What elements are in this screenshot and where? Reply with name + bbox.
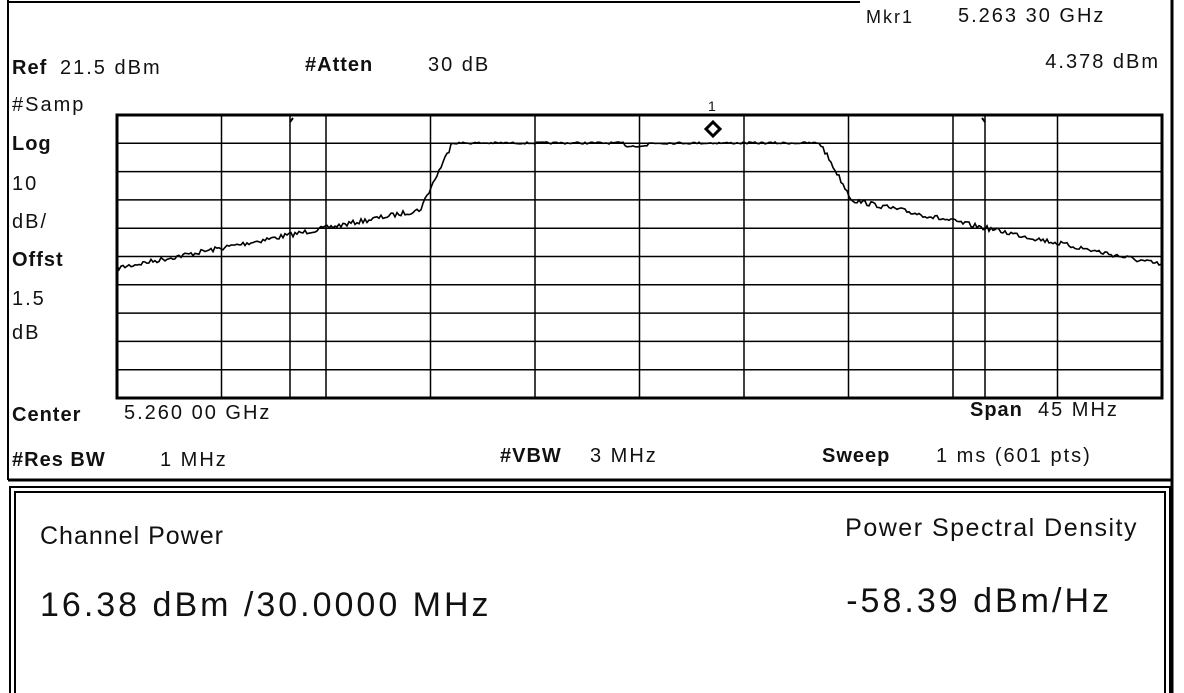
atten-label: #Atten bbox=[305, 54, 374, 76]
marker-label: Mkr1 bbox=[866, 7, 914, 27]
center-value: 5.260 00 GHz bbox=[124, 402, 272, 424]
vbw-label: #VBW bbox=[500, 445, 562, 467]
scale-text: 1.5 bbox=[12, 288, 46, 310]
channel-power-label: Channel Power bbox=[40, 522, 224, 550]
scale-text: Log bbox=[12, 133, 52, 155]
scale-text: dB bbox=[12, 322, 41, 344]
rbw-label: #Res BW bbox=[12, 449, 106, 471]
channel-tick bbox=[289, 117, 986, 123]
psd-label: Power Spectral Density bbox=[845, 514, 1138, 542]
scale-text: 10 bbox=[12, 173, 39, 195]
trace bbox=[116, 141, 1162, 272]
span-label: Span bbox=[970, 399, 1023, 421]
marker-amplitude: 4.378 dBm bbox=[1045, 51, 1160, 73]
marker-diamond bbox=[703, 119, 723, 139]
sweep-value: 1 ms (601 pts) bbox=[936, 445, 1092, 467]
scale-text: Offst bbox=[12, 249, 64, 271]
results-box-inner bbox=[14, 491, 1166, 693]
center-label: Center bbox=[12, 404, 82, 426]
span-value: 45 MHz bbox=[1038, 399, 1119, 421]
scale-text: #Samp bbox=[12, 94, 86, 116]
atten-value: 30 dB bbox=[428, 54, 491, 76]
marker-frequency: 5.263 30 GHz bbox=[958, 5, 1106, 27]
marker-number: 1 bbox=[708, 98, 716, 114]
vbw-value: 3 MHz bbox=[590, 445, 658, 467]
scale-text: dB/ bbox=[12, 211, 49, 233]
ref-label: Ref bbox=[12, 57, 48, 79]
rbw-value: 1 MHz bbox=[160, 449, 228, 471]
psd-value: -58.39 dBm/Hz bbox=[846, 582, 1112, 620]
results-box-outer bbox=[9, 486, 1171, 693]
channel-power-value: 16.38 dBm /30.0000 MHz bbox=[40, 586, 492, 624]
ref-value: 21.5 dBm bbox=[60, 57, 162, 79]
sweep-label: Sweep bbox=[822, 445, 891, 467]
